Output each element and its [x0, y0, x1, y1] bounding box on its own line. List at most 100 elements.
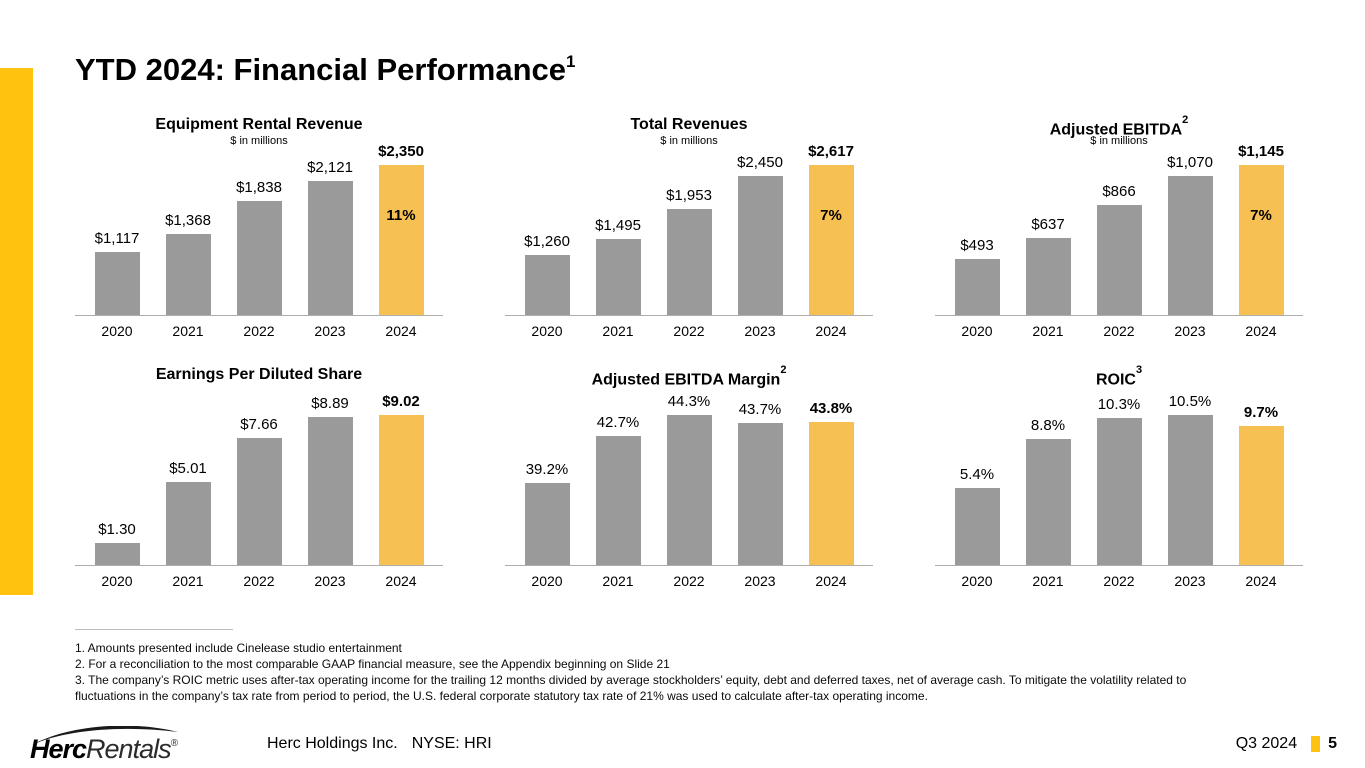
bar-column-2020: $1.30	[94, 521, 140, 565]
footnote: 3. The company’s ROIC metric uses after-…	[75, 673, 1187, 703]
page-marker	[1311, 736, 1321, 752]
bar-value-label: $637	[1031, 216, 1065, 233]
footnotes: 1. Amounts presented include Cinelease s…	[75, 640, 1235, 704]
bar-value-label: $5.01	[169, 460, 207, 477]
bar-column-2023: $8.89	[307, 395, 353, 565]
bar-value-label: $1,495	[595, 217, 641, 234]
chart-subtitle: $ in millions	[660, 135, 718, 147]
bar-2020	[94, 252, 140, 315]
growth-label: 7%	[1250, 207, 1272, 224]
bar-column-2024: $9.02	[378, 393, 424, 565]
bar-2022	[1096, 205, 1142, 315]
bar-2020	[954, 259, 1000, 315]
footer-right: Q3 2024 5	[1236, 735, 1337, 753]
chart-title-text: Equipment Rental Revenue	[155, 116, 363, 133]
bar-column-2024: $1,145 7%	[1238, 143, 1284, 315]
x-axis-label: 2023	[314, 323, 346, 339]
bar-value-label: $1.30	[98, 521, 136, 538]
bar-2021	[165, 482, 211, 565]
x-axis-label: 2023	[314, 573, 346, 589]
bar-2021	[595, 436, 641, 565]
bar-value-label: 5.4%	[959, 466, 995, 483]
bar-column-2023: 10.5%	[1167, 393, 1213, 565]
bar-2024	[1238, 426, 1284, 565]
bar-column-2020: $1,117	[94, 230, 140, 315]
bar-value-label: 39.2%	[525, 461, 569, 478]
bar-value-label: $9.02	[382, 393, 420, 410]
bar-column-2022: $7.66	[236, 416, 282, 565]
bar-column-2020: $493	[954, 237, 1000, 315]
bar-column-2023: 43.7%	[737, 401, 783, 565]
bar-2020	[94, 543, 140, 565]
bar-2022	[1096, 418, 1142, 565]
bar-column-2021: $1,368	[165, 212, 211, 315]
bar-value-label: $1,260	[524, 233, 570, 250]
x-axis-label: 2024	[1245, 573, 1277, 589]
bar-value-label: $1,953	[666, 187, 712, 204]
bar-value-label: 43.8%	[809, 400, 853, 417]
chart-equipment-rental-revenue: Equipment Rental Revenue $ in millions $…	[75, 115, 443, 339]
plot-area: $1.30 $5.01 $7.66 $8.89 $9.02	[75, 393, 443, 566]
bar-value-label: $1,368	[165, 212, 211, 229]
bar-2022	[666, 415, 712, 565]
plot-area: $1,260 $1,495 $1,953 $2,450 $2,617 7%	[505, 143, 873, 316]
x-axis-label: 2024	[1245, 323, 1277, 339]
x-axis-label: 2020	[961, 573, 993, 589]
chart-title: Equipment Rental Revenue	[75, 115, 443, 135]
chart-title: Earnings Per Diluted Share	[75, 365, 443, 385]
page-title-text: YTD 2024: Financial Performance	[75, 52, 567, 87]
x-axis-label: 2020	[101, 573, 133, 589]
x-axis-label: 2022	[673, 573, 705, 589]
x-axis-labels: 2020 2021 2022 2023 2024	[505, 323, 873, 339]
bar-value-label: 42.7%	[596, 414, 640, 431]
footnote: 1. Amounts presented include Cinelease s…	[75, 641, 402, 655]
bar-2021	[595, 239, 641, 315]
x-axis-label: 2022	[1103, 573, 1135, 589]
bar-value-label: 8.8%	[1030, 417, 1066, 434]
bar-2023	[1167, 415, 1213, 565]
bar-column-2021: 42.7%	[595, 414, 641, 565]
bar-value-label: 10.3%	[1097, 396, 1141, 413]
bar-column-2023: $2,450	[737, 154, 783, 315]
x-axis-labels: 2020 2021 2022 2023 2024	[75, 573, 443, 589]
logo-word-herc: Herc	[30, 733, 87, 764]
page-number: 5	[1328, 735, 1337, 752]
bar-2021	[165, 234, 211, 315]
x-axis-label: 2021	[602, 573, 634, 589]
x-axis-labels: 2020 2021 2022 2023 2024	[935, 323, 1303, 339]
bar-column-2022: $1,953	[666, 187, 712, 315]
x-axis-label: 2023	[1174, 323, 1206, 339]
bar-value-label: $1,838	[236, 179, 282, 196]
bar-2023	[1167, 176, 1213, 315]
x-axis-label: 2020	[101, 323, 133, 339]
bar-value-label: 43.7%	[738, 401, 782, 418]
bar-2022	[236, 438, 282, 565]
x-axis-label: 2023	[744, 573, 776, 589]
chart-title-footnote-ref: 2	[780, 364, 787, 376]
bar-value-label: 10.5%	[1168, 393, 1212, 410]
bar-column-2024: 9.7%	[1238, 404, 1284, 565]
chart-adjusted-ebitda-margin: Adjusted EBITDA Margin2 39.2% 42.7% 44.3% 4…	[505, 364, 873, 589]
x-axis-label: 2020	[531, 323, 563, 339]
chart-title-footnote-ref: 3	[1135, 364, 1143, 376]
bar-column-2023: $1,070	[1167, 154, 1213, 315]
chart-title-text: ROIC	[1095, 371, 1136, 389]
registered-trademark-icon: ®	[170, 737, 178, 749]
chart-title-footnote-ref: 2	[1182, 114, 1189, 126]
bar-2024: 7%	[1238, 165, 1284, 315]
chart-title: ROIC3	[935, 364, 1303, 389]
x-axis-label: 2024	[815, 323, 847, 339]
plot-area: 39.2% 42.7% 44.3% 43.7% 43.8%	[505, 393, 873, 566]
bar-2024	[808, 422, 854, 565]
bar-column-2021: $1,495	[595, 217, 641, 315]
x-axis-label: 2020	[961, 323, 993, 339]
x-axis-label: 2024	[815, 573, 847, 589]
footnote: 2. For a reconciliation to the most comp…	[75, 657, 670, 671]
bar-value-label: $7.66	[240, 416, 278, 433]
plot-area: 5.4% 8.8% 10.3% 10.5% 9.7%	[935, 393, 1303, 566]
chart-subtitle: $ in millions	[1090, 135, 1148, 147]
bar-value-label: $2,121	[307, 159, 353, 176]
logo-text: HercRentals®	[30, 733, 178, 764]
x-axis-label: 2021	[172, 573, 204, 589]
footer: HercRentals® Herc Holdings Inc. NYSE: HR…	[0, 720, 1365, 768]
